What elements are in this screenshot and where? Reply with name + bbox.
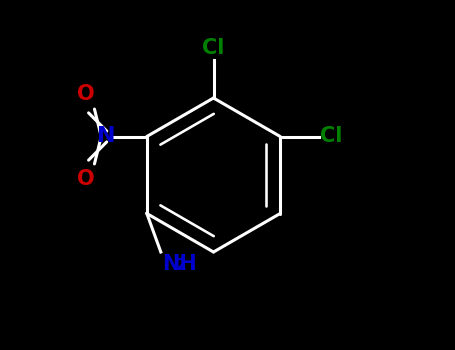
Text: N: N bbox=[97, 126, 116, 147]
Text: 2: 2 bbox=[176, 258, 187, 273]
Text: O: O bbox=[77, 169, 94, 189]
Text: O: O bbox=[77, 84, 94, 104]
Text: Cl: Cl bbox=[202, 38, 225, 58]
Text: Cl: Cl bbox=[320, 126, 343, 147]
Text: NH: NH bbox=[162, 254, 197, 274]
